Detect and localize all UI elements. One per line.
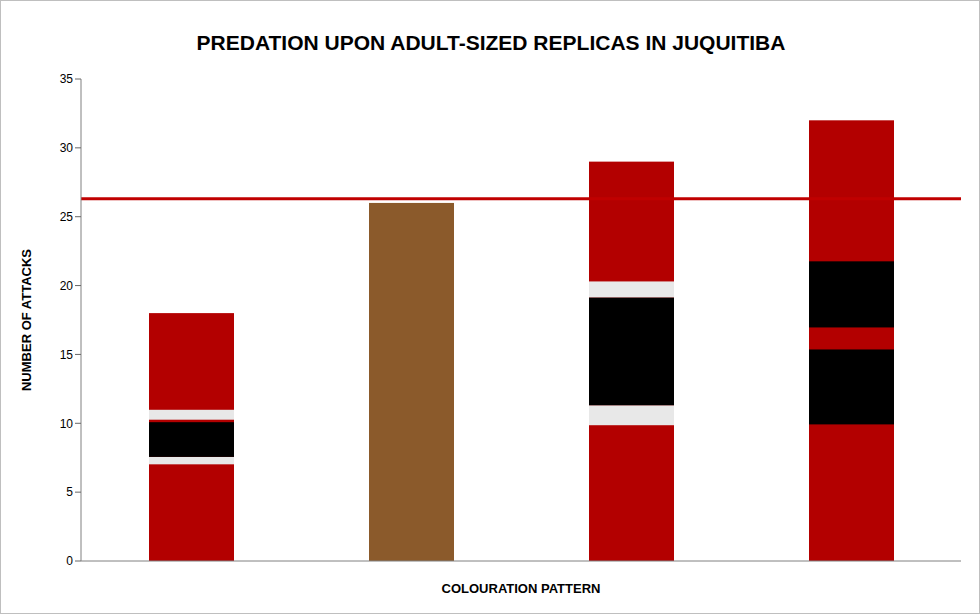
- svg-text:25: 25: [60, 210, 74, 224]
- svg-text:5: 5: [66, 485, 73, 499]
- svg-text:NUMBER OF ATTACKS: NUMBER OF ATTACKS: [19, 249, 34, 391]
- svg-text:30: 30: [60, 141, 74, 155]
- svg-text:15: 15: [60, 348, 74, 362]
- svg-text:0: 0: [66, 554, 73, 568]
- svg-text:10: 10: [60, 417, 74, 431]
- svg-text:COLOURATION PATTERN: COLOURATION PATTERN: [442, 581, 601, 596]
- html-text:PREDATION UPON ADULT-SIZED REP: PREDATION UPON ADULT-SIZED REPLICAS IN J…: [196, 31, 786, 54]
- svg-text:35: 35: [60, 72, 74, 86]
- svg-text:20: 20: [60, 279, 74, 293]
